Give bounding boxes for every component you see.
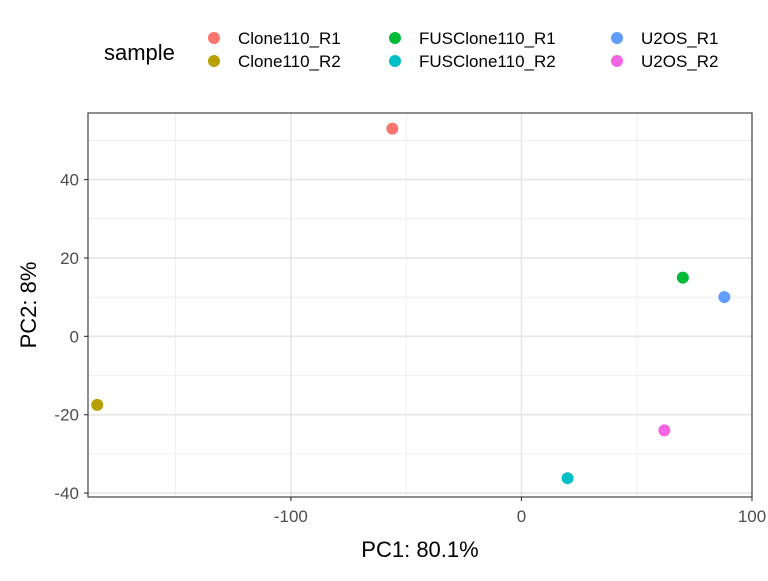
legend-label: Clone110_R2	[238, 52, 341, 71]
legend-key	[611, 32, 623, 44]
legend-item: Clone110_R1	[208, 29, 341, 48]
y-tick-label: 20	[60, 249, 79, 268]
x-axis-title: PC1: 80.1%	[361, 537, 478, 562]
x-tick-label: 0	[517, 507, 526, 526]
x-tick-label: 100	[738, 507, 766, 526]
legend-label: FUSClone110_R2	[419, 52, 556, 71]
legend-item: FUSClone110_R2	[389, 52, 556, 71]
legend-title: sample	[104, 40, 175, 65]
y-tick-label: 40	[60, 171, 79, 190]
y-tick-label: 0	[70, 327, 79, 346]
data-points	[91, 122, 731, 485]
legend-key	[208, 55, 220, 67]
data-point	[561, 472, 574, 485]
legend-item: U2OS_R2	[611, 52, 718, 71]
legend-label: U2OS_R1	[641, 29, 718, 48]
data-point	[718, 291, 731, 304]
legend-key	[389, 55, 401, 67]
legend-item: Clone110_R2	[208, 52, 341, 71]
panel-border	[87, 112, 753, 498]
legend-key	[389, 32, 401, 44]
legend-item: U2OS_R1	[611, 29, 718, 48]
y-axis-title: PC2: 8%	[16, 262, 41, 349]
legend-key	[611, 55, 623, 67]
legend: sample Clone110_R1 Clone110_R2 FUSClone110_…	[104, 29, 718, 71]
data-point	[658, 424, 671, 437]
data-point	[676, 271, 689, 284]
legend-label: FUSClone110_R1	[419, 29, 556, 48]
y-tick-label: -40	[54, 484, 79, 503]
legend-key	[208, 32, 220, 44]
legend-label: U2OS_R2	[641, 52, 718, 71]
x-tick-label: -100	[274, 507, 308, 526]
axes: -100 0 100 -40 -20 0 20 40 PC1: 80.1% PC2: 8%	[16, 171, 766, 562]
y-tick-label: -20	[54, 406, 79, 425]
legend-label: Clone110_R1	[238, 29, 341, 48]
data-point	[386, 122, 399, 135]
legend-item: FUSClone110_R1	[389, 29, 556, 48]
data-point	[91, 398, 104, 411]
